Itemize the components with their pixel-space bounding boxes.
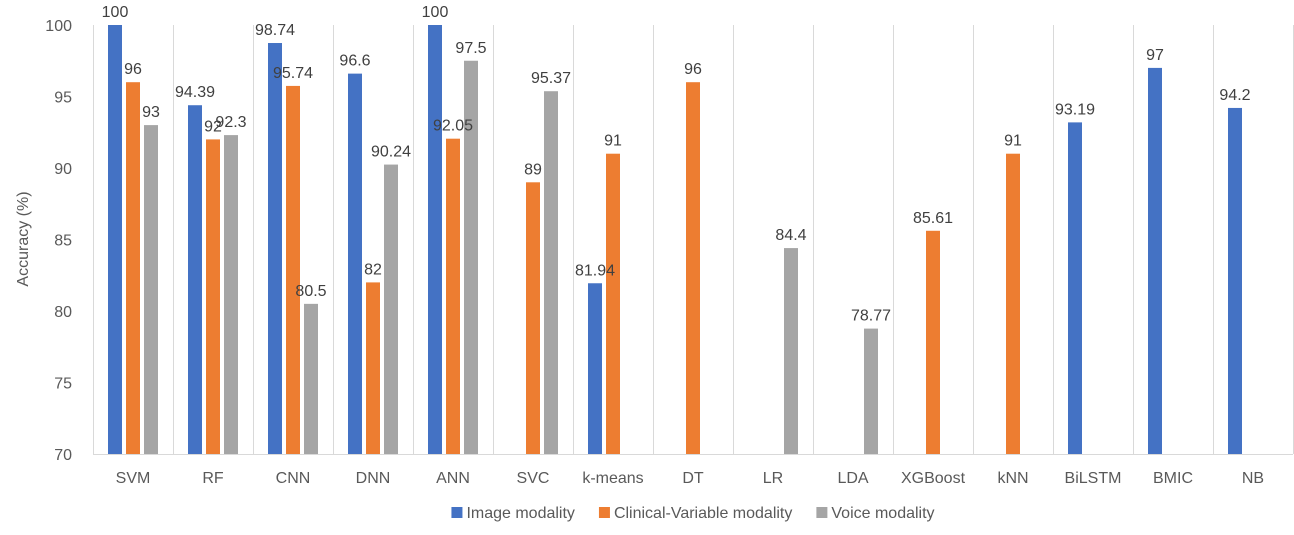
y-tick-label: 90 xyxy=(54,161,72,178)
data-label: 96 xyxy=(684,61,702,78)
bar-clinical-variable-modality-k-means xyxy=(606,153,620,454)
bar-clinical-variable-modality-dt xyxy=(686,82,700,454)
y-tick-label: 70 xyxy=(54,447,72,464)
legend: Image modality Clinical-Variable modality… xyxy=(451,505,935,522)
bar-image-modality-k-means xyxy=(588,283,602,454)
legend-label-clinical-variable-modality: Clinical-Variable modality xyxy=(614,505,792,522)
bar-image-modality-nb xyxy=(1228,107,1242,454)
x-category-label: LR xyxy=(763,470,783,487)
data-label: 97.5 xyxy=(455,40,486,57)
x-category-label: XGBoost xyxy=(901,470,966,487)
y-axis-title: Accuracy (%) xyxy=(15,191,32,286)
bar-clinical-variable-modality-svc xyxy=(526,182,540,455)
grid-layer xyxy=(93,25,1294,454)
bar-voice-modality-rf xyxy=(224,135,238,455)
data-label: 92 xyxy=(204,118,222,135)
data-label: 90.24 xyxy=(371,144,411,161)
legend-swatch-image-modality xyxy=(451,507,463,518)
y-tick-label: 100 xyxy=(45,18,72,35)
data-label: 89 xyxy=(524,161,542,178)
bar-image-modality-svm xyxy=(108,25,122,454)
data-label: 95.74 xyxy=(273,65,313,82)
bar-voice-modality-dnn xyxy=(384,164,398,454)
axis-layer: 70 75 80 85 90 95 100 SVM RF CNN DNN ANN SVC k-means D… xyxy=(45,18,1293,487)
y-tick-label: 75 xyxy=(54,376,72,393)
data-label: 81.94 xyxy=(575,262,615,279)
x-category-label: ANN xyxy=(436,470,470,487)
data-label: 80.5 xyxy=(295,283,326,300)
bar-clinical-variable-modality-dnn xyxy=(366,282,380,454)
data-label: 92.05 xyxy=(433,118,473,135)
bars-layer xyxy=(108,25,1242,455)
data-label: 92.3 xyxy=(215,114,246,131)
bar-voice-modality-cnn xyxy=(304,303,318,454)
bar-clinical-variable-modality-svm xyxy=(126,82,140,454)
legend-swatch-clinical-variable-modality xyxy=(598,507,610,518)
x-category-label: LDA xyxy=(837,470,868,487)
data-label: 97 xyxy=(1146,47,1164,64)
x-category-label: NB xyxy=(1242,470,1264,487)
bar-clinical-variable-modality-cnn xyxy=(286,85,300,454)
data-label: 93 xyxy=(142,104,160,121)
legend-label-voice-modality: Voice modality xyxy=(831,505,934,522)
bar-image-modality-rf xyxy=(188,105,202,455)
x-category-label: SVC xyxy=(517,470,550,487)
data-label: 96.6 xyxy=(339,53,370,70)
data-label: 91 xyxy=(1004,133,1022,150)
data-label: 78.77 xyxy=(851,308,891,325)
data-label: 100 xyxy=(422,4,449,21)
bar-voice-modality-svc xyxy=(544,91,558,455)
x-category-label: DT xyxy=(682,470,704,487)
x-category-label: BMIC xyxy=(1153,470,1193,487)
data-label: 85.61 xyxy=(913,210,953,227)
bar-voice-modality-lda xyxy=(864,328,878,454)
bar-image-modality-dnn xyxy=(348,73,362,455)
data-label: 95.37 xyxy=(531,70,571,87)
legend-label-image-modality: Image modality xyxy=(466,505,575,522)
bar-image-modality-bilstm xyxy=(1068,122,1082,455)
bar-image-modality-cnn xyxy=(268,43,282,454)
bar-voice-modality-svm xyxy=(144,125,158,454)
bar-image-modality-bmic xyxy=(1148,67,1162,455)
data-label: 100 xyxy=(102,4,129,21)
x-category-label: DNN xyxy=(356,470,391,487)
y-tick-label: 85 xyxy=(54,233,72,250)
legend-swatch-voice-modality xyxy=(816,507,828,518)
bar-voice-modality-ann xyxy=(464,60,478,454)
data-label: 84.4 xyxy=(775,227,806,244)
bar-clinical-variable-modality-knn xyxy=(1006,153,1020,454)
x-category-label: BiLSTM xyxy=(1065,470,1122,487)
x-category-label: k-means xyxy=(582,470,643,487)
x-category-label: RF xyxy=(202,470,224,487)
data-label: 94.2 xyxy=(1219,87,1250,104)
bar-voice-modality-lr xyxy=(784,248,798,454)
x-category-label: CNN xyxy=(276,470,311,487)
y-tick-label: 80 xyxy=(54,304,72,321)
x-category-label: SVM xyxy=(116,470,151,487)
bar-clinical-variable-modality-rf xyxy=(206,139,220,454)
data-label: 94.39 xyxy=(175,84,215,101)
data-label: 96 xyxy=(124,61,142,78)
x-category-label: kNN xyxy=(997,470,1028,487)
data-label: 93.19 xyxy=(1055,101,1095,118)
y-tick-label: 95 xyxy=(54,90,72,107)
data-label: 98.74 xyxy=(255,22,295,39)
bar-image-modality-ann xyxy=(428,25,442,454)
data-label: 82 xyxy=(364,261,382,278)
data-label: 91 xyxy=(604,133,622,150)
bar-clinical-variable-modality-ann xyxy=(446,138,460,454)
bar-clinical-variable-modality-xgboost xyxy=(926,230,940,454)
